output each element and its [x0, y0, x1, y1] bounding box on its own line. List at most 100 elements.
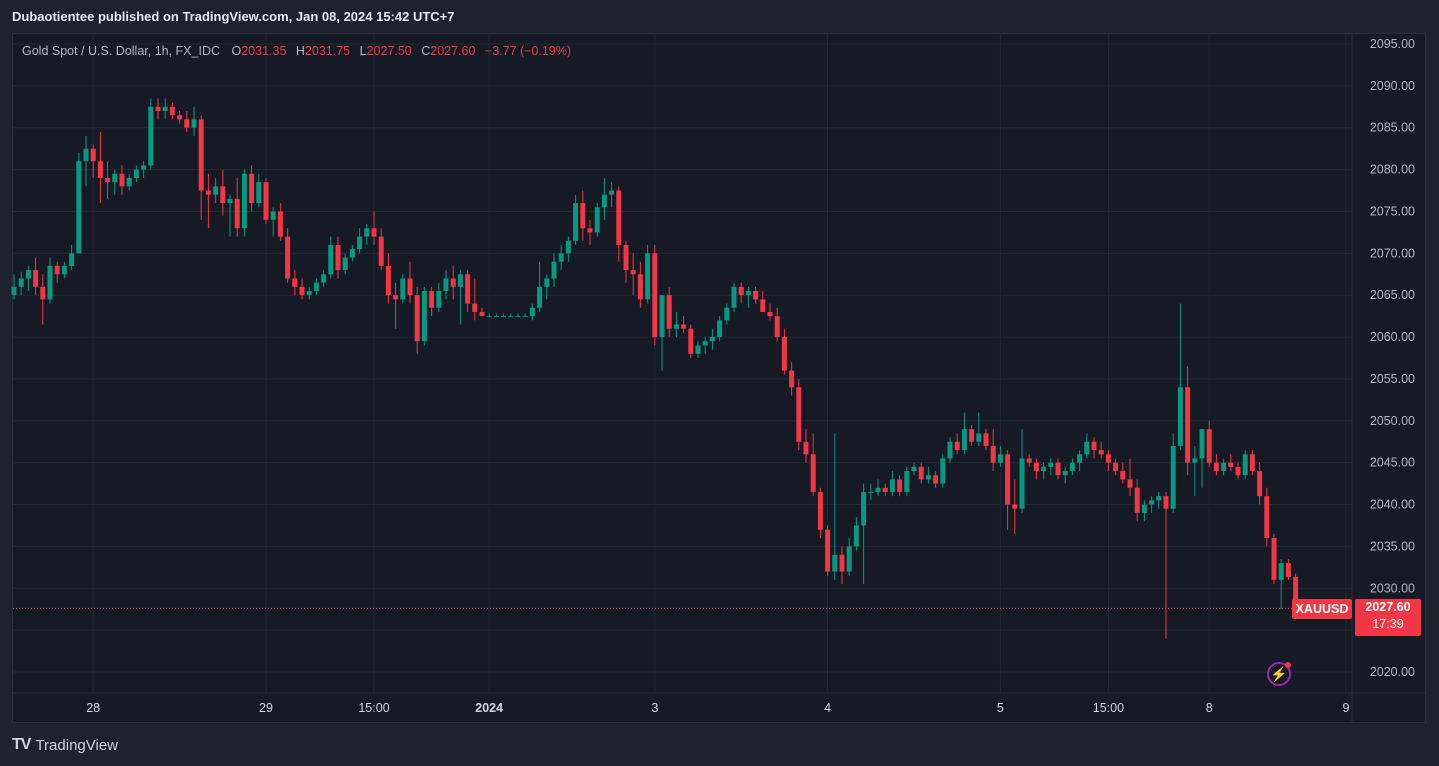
tradingview-logo-icon: TV: [12, 736, 31, 753]
brand-footer[interactable]: TV TradingView: [12, 736, 118, 754]
candle-body: [234, 198, 240, 229]
symbol-price-tag: XAUUSD: [1292, 599, 1352, 619]
x-tick-label: 28: [86, 701, 100, 715]
candle-body: [69, 253, 75, 266]
candle-body: [1120, 471, 1126, 480]
legend-open-value: 2031.35: [241, 44, 287, 58]
candle-body: [1221, 462, 1227, 472]
candle-body: [652, 253, 658, 338]
candle-body: [191, 119, 197, 128]
lightning-icon[interactable]: ⚡: [1267, 662, 1291, 686]
y-tick-label: 2040.00: [1370, 498, 1415, 512]
candle-body: [177, 115, 183, 120]
candle-body: [472, 303, 478, 312]
candle-body: [479, 311, 485, 317]
candle-body: [270, 211, 276, 220]
bar-countdown: 17:39: [1372, 617, 1404, 631]
legend-symbol: Gold Spot / U.S. Dollar, 1h, FX_IDC: [22, 44, 220, 58]
candle-body: [1005, 454, 1011, 505]
y-tick-label: 2090.00: [1370, 79, 1415, 93]
candle-body: [781, 337, 787, 371]
candle-body: [126, 177, 132, 187]
candle-body: [1264, 496, 1270, 539]
legend-change: −3.77 (−0.19%): [484, 44, 572, 58]
candle-body: [1163, 496, 1169, 509]
candle-body: [133, 169, 139, 178]
candle-body: [335, 244, 341, 271]
candle-body: [1127, 479, 1133, 488]
candle-body: [321, 274, 327, 283]
y-tick-label: 2065.00: [1370, 288, 1415, 302]
candle-body: [1084, 441, 1090, 455]
candle-body: [839, 554, 845, 572]
candle-body: [911, 466, 917, 472]
candle-body: [1141, 504, 1147, 513]
y-tick-label: 2060.00: [1370, 330, 1415, 344]
candle-body: [717, 320, 723, 338]
candle-body: [1026, 458, 1032, 463]
legend-high-value: 2031.75: [304, 44, 351, 58]
y-tick-label: 2035.00: [1370, 539, 1415, 553]
legend-high-label: H: [295, 44, 305, 58]
candle-body: [364, 228, 370, 237]
y-tick-label: 2030.00: [1370, 581, 1415, 595]
candle-body: [1177, 387, 1183, 446]
candle-body: [990, 445, 996, 463]
candle-body: [616, 190, 622, 245]
candle-body: [205, 190, 211, 195]
candle-body: [976, 433, 982, 442]
candle-body: [256, 182, 262, 204]
y-tick-label: 2095.00: [1370, 37, 1415, 51]
candle-body: [738, 286, 744, 296]
candle-body: [681, 324, 687, 329]
candle-body: [465, 274, 471, 304]
candle-body: [429, 291, 435, 308]
candle-body: [220, 186, 226, 204]
candle-body: [1062, 471, 1068, 476]
candle-body: [666, 295, 672, 329]
candle-body: [371, 228, 377, 237]
candle-body: [695, 345, 701, 354]
candle-body: [594, 207, 600, 233]
candle-body: [1293, 576, 1299, 609]
candle-body: [925, 475, 931, 480]
candle-body: [861, 491, 867, 526]
legend-low-label: L: [359, 44, 367, 58]
candle-body: [33, 270, 39, 287]
y-tick-label: 2075.00: [1370, 204, 1415, 218]
candle-body: [522, 316, 528, 318]
candle-body: [1105, 454, 1111, 463]
candle-body: [1257, 471, 1263, 497]
candle-body: [1069, 462, 1075, 472]
candle-body: [162, 106, 168, 111]
candle-body: [810, 454, 816, 492]
candle-body: [853, 525, 859, 547]
candle-body: [969, 429, 975, 442]
candle-body: [306, 291, 312, 296]
x-tick-label: 3: [651, 701, 658, 715]
candle-body: [1055, 462, 1061, 476]
candle-body: [565, 240, 571, 254]
candle-body: [637, 274, 643, 300]
candle-body: [825, 529, 831, 572]
last-price-tag: 2027.60 17:39: [1355, 599, 1421, 636]
last-price-value: 2027.60: [1365, 600, 1411, 614]
candle-body: [918, 466, 924, 480]
candle-body: [105, 177, 111, 183]
candle-body: [933, 475, 939, 484]
candle-body: [25, 270, 31, 279]
candle-body: [904, 471, 910, 492]
legend-open-label: O: [231, 44, 242, 58]
notification-dot: [1285, 662, 1291, 668]
candle-body: [313, 282, 319, 292]
candle-body: [112, 173, 118, 183]
candle-body: [1271, 538, 1277, 580]
candle-body: [789, 370, 795, 388]
candle-body: [249, 173, 255, 204]
candle-body: [414, 295, 420, 342]
candle-body: [1077, 454, 1083, 463]
x-tick-label: 15:00: [358, 701, 389, 715]
candle-body: [357, 236, 363, 250]
candle-body: [551, 261, 557, 279]
